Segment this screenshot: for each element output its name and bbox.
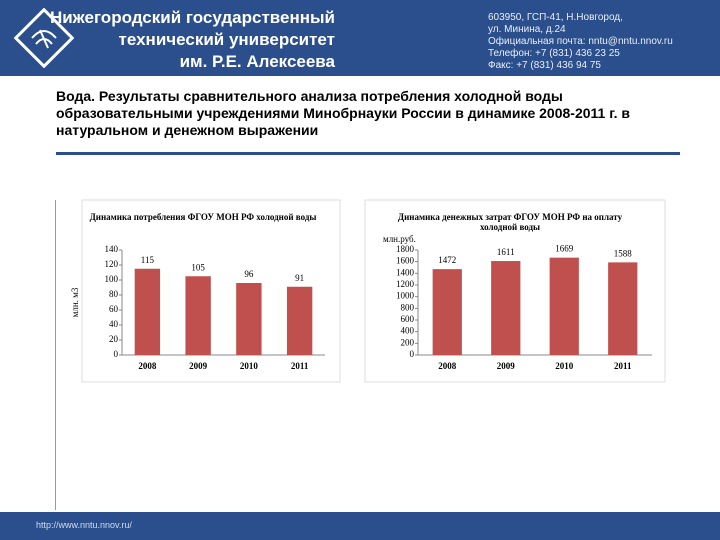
x-tick-label: 2011 — [291, 361, 309, 371]
x-tick-label: 2011 — [614, 361, 632, 371]
university-name: технический университет — [118, 30, 335, 49]
bar — [549, 257, 579, 355]
university-name: им. Р.Е. Алексеева — [179, 52, 335, 71]
value-label: 1472 — [438, 255, 456, 265]
footer-url: http://www.nntu.nnov.ru/ — [36, 520, 132, 530]
y-tick-label: 60 — [109, 304, 119, 314]
chart-frame — [81, 199, 341, 383]
value-label: 91 — [295, 273, 304, 283]
x-tick-label: 2010 — [555, 361, 574, 371]
y-tick-label: 0 — [410, 349, 415, 359]
x-tick-label: 2009 — [497, 361, 516, 371]
value-label: 105 — [191, 262, 205, 272]
value-label: 1588 — [614, 248, 633, 258]
y-tick-label: 120 — [105, 259, 119, 269]
contact: ул. Минина, д.24 — [488, 24, 566, 35]
y-axis-label: млн.руб. — [383, 234, 416, 244]
chart-title: Динамика потребления ФГОУ МОН РФ холодно… — [89, 212, 317, 222]
contact: Факс: +7 (831) 436 94 75 — [488, 60, 601, 71]
y-tick-label: 40 — [109, 319, 119, 329]
y-tick-label: 80 — [109, 289, 119, 299]
logo — [14, 8, 74, 68]
y-axis-label: млн. м3 — [70, 287, 80, 317]
x-tick-label: 2009 — [189, 361, 208, 371]
chart-frame — [364, 199, 666, 383]
contact: Телефон: +7 (831) 436 23 25 — [488, 48, 620, 59]
bar — [432, 269, 462, 355]
bar — [185, 276, 211, 355]
value-label: 1611 — [497, 247, 515, 257]
footer: http://www.nntu.nnov.ru/ — [0, 512, 720, 540]
university-name: Нижегородский государственный — [49, 8, 335, 27]
y-tick-label: 0 — [114, 349, 119, 359]
x-tick-label: 2010 — [240, 361, 259, 371]
x-tick-label: 2008 — [138, 361, 157, 371]
y-tick-label: 200 — [401, 337, 415, 347]
y-tick-label: 1000 — [396, 291, 415, 301]
y-tick-label: 1600 — [396, 256, 415, 266]
y-tick-label: 800 — [401, 302, 415, 312]
slide-title: Вода. Результаты сравнительного анализа … — [56, 88, 631, 138]
bar — [134, 268, 161, 355]
contact: Официальная почта: nntu@nntu.nnov.ru — [488, 36, 673, 47]
y-tick-label: 20 — [109, 334, 119, 344]
bar — [491, 261, 521, 355]
y-tick-label: 1200 — [396, 279, 415, 289]
value-label: 1669 — [555, 244, 574, 254]
chart-title: Динамика денежных затрат ФГОУ МОН РФ на … — [397, 212, 623, 232]
frame-line — [55, 200, 56, 510]
value-label: 115 — [141, 255, 155, 265]
contact: 603950, ГСП-41, Н.Новгород, — [488, 12, 623, 23]
header: Нижегородский государственный технически… — [0, 0, 720, 76]
y-tick-label: 600 — [401, 314, 415, 324]
bar — [286, 286, 313, 355]
y-tick-label: 400 — [401, 326, 415, 336]
y-tick-label: 100 — [105, 274, 119, 284]
divider — [56, 152, 680, 155]
y-tick-label: 140 — [105, 244, 119, 254]
y-tick-label: 1400 — [396, 267, 415, 277]
x-tick-label: 2008 — [438, 361, 457, 371]
bar — [236, 283, 262, 355]
bar — [608, 262, 638, 355]
value-label: 96 — [244, 269, 254, 279]
y-tick-label: 1800 — [396, 244, 415, 254]
